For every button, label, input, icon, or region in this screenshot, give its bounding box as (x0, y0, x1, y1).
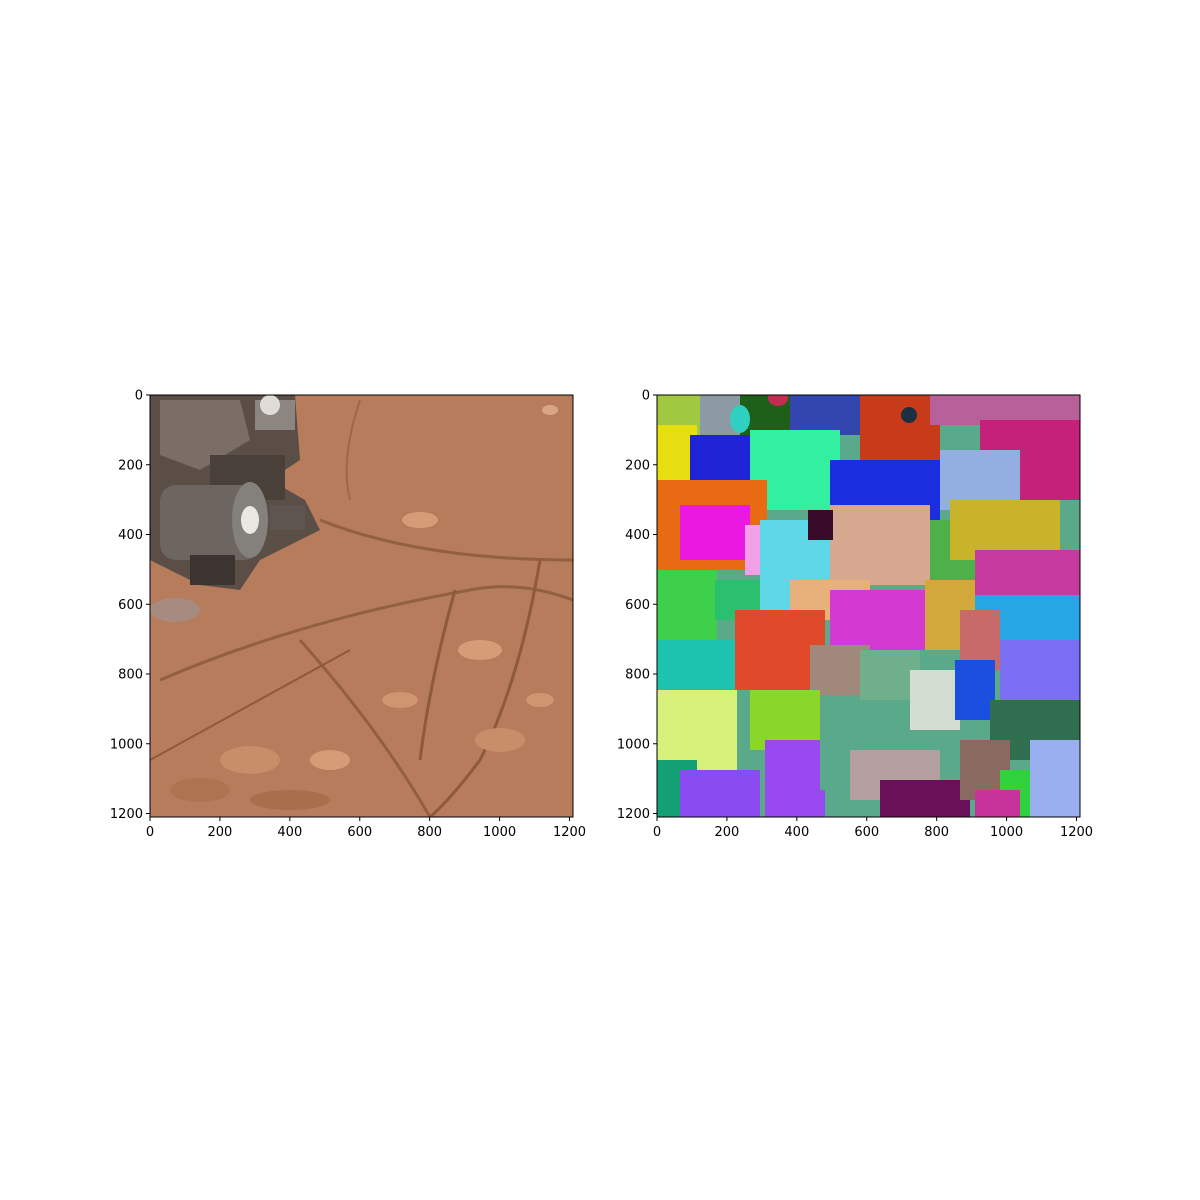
rover-arm-hardware (150, 395, 320, 590)
photo-image (150, 395, 573, 817)
x-tick-label: 1000 (483, 825, 516, 840)
y-tick-label: 0 (135, 389, 143, 404)
x-tick-label: 200 (715, 825, 740, 840)
segmentation-axes-frame (656, 394, 1081, 818)
y-tick-label: 1200 (110, 807, 143, 822)
y-tick-label: 800 (625, 668, 650, 683)
segmentation-x-ticks: 0 200 400 600 800 1000 1200 (653, 817, 1093, 840)
x-tick-label: 400 (277, 825, 302, 840)
y-tick-label: 600 (625, 598, 650, 613)
segmentation-y-ticks: 0 200 400 600 800 1000 1200 (617, 389, 657, 822)
x-tick-label: 0 (146, 825, 154, 840)
y-tick-label: 1000 (110, 737, 143, 752)
x-tick-label: 600 (854, 825, 879, 840)
y-tick-label: 200 (625, 458, 650, 473)
y-tick-label: 1200 (617, 807, 650, 822)
y-tick-label: 400 (118, 528, 143, 543)
photo-axes-frame (149, 394, 574, 818)
x-tick-label: 400 (784, 825, 809, 840)
photo-x-ticks: 0 200 400 600 800 1000 1200 (146, 817, 586, 840)
x-tick-label: 200 (208, 825, 233, 840)
x-tick-label: 1000 (990, 825, 1023, 840)
y-tick-label: 0 (642, 389, 650, 404)
photo-panel: 0 200 400 600 800 1000 1200 0 200 400 600 800 1000 1… (110, 389, 586, 841)
x-tick-label: 1200 (553, 825, 586, 840)
y-tick-label: 400 (625, 528, 650, 543)
y-tick-label: 200 (118, 458, 143, 473)
photo-y-ticks: 0 200 400 600 800 1000 1200 (110, 389, 150, 822)
segmentation-image (657, 395, 1080, 817)
y-tick-label: 600 (118, 598, 143, 613)
y-tick-label: 1000 (617, 737, 650, 752)
x-tick-label: 800 (924, 825, 949, 840)
y-tick-label: 800 (118, 668, 143, 683)
x-tick-label: 600 (347, 825, 372, 840)
x-tick-label: 0 (653, 825, 661, 840)
segmentation-panel: 0 200 400 600 800 1000 1200 0 200 400 600 800 1000 1… (617, 389, 1093, 841)
x-tick-label: 800 (417, 825, 442, 840)
x-tick-label: 1200 (1060, 825, 1093, 840)
